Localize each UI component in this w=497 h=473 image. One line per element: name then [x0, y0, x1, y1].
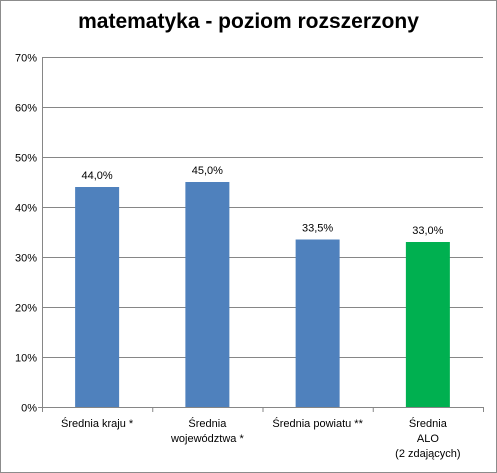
bar [295, 239, 340, 407]
y-tick-label: 20% [15, 303, 37, 315]
category-label: Średnia kraju * [61, 417, 134, 430]
data-label: 44,0% [82, 170, 113, 182]
y-tick-label: 60% [15, 103, 37, 115]
y-tick-label: 10% [15, 353, 37, 365]
category-label: (2 zdających) [395, 448, 460, 460]
y-tick-label: 70% [15, 53, 37, 65]
y-tick-label: 40% [15, 203, 37, 215]
chart-title: matematyka - poziom rozszerzony [78, 10, 419, 33]
category-label: Średnia [188, 417, 227, 430]
bar [405, 242, 450, 407]
category-label: ALO [417, 433, 439, 445]
bar [75, 187, 120, 407]
category-label: Średnia [409, 417, 448, 430]
y-tick-label: 0% [21, 403, 37, 415]
y-tick-label: 30% [15, 253, 37, 265]
data-label: 33,5% [302, 223, 333, 235]
y-tick-label: 50% [15, 153, 37, 165]
data-label: 33,0% [412, 225, 443, 237]
category-label: województwa * [170, 433, 244, 445]
category-label: Średnia powiatu ** [272, 417, 363, 430]
bar [185, 182, 230, 407]
data-label: 45,0% [192, 165, 223, 177]
